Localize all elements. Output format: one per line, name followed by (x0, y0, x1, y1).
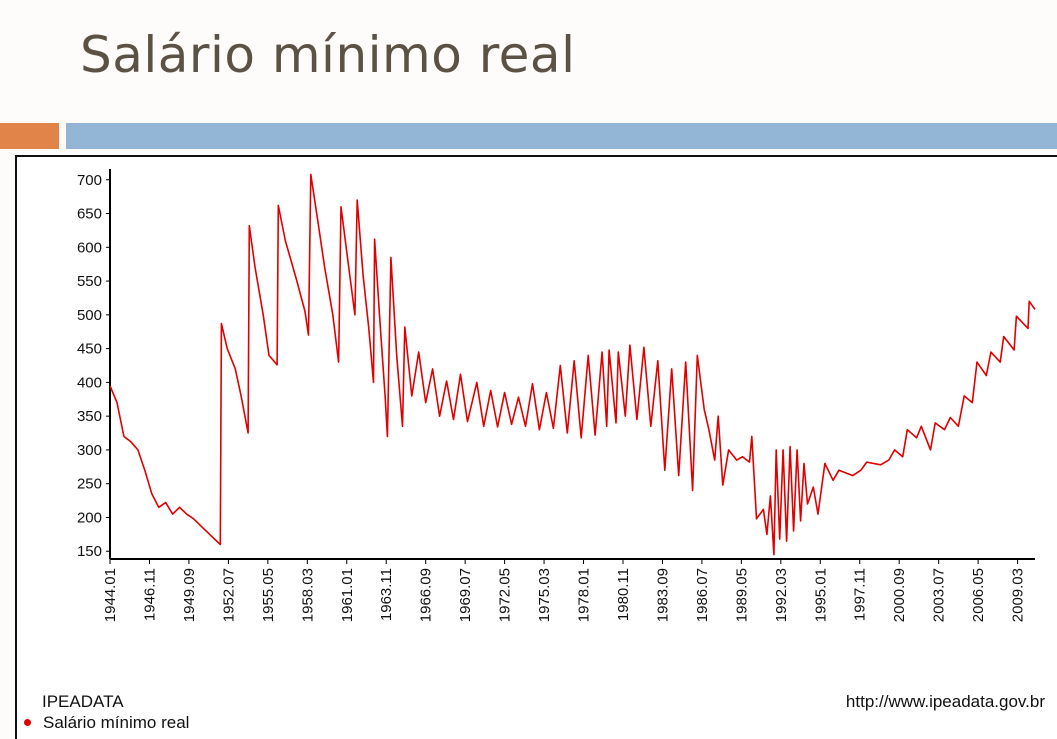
series-line-salario-minimo-real (109, 173, 1036, 556)
y-tick-label: 300 (77, 442, 102, 459)
x-tick-label: 1975.03 (536, 568, 553, 622)
accent-bar-blue (66, 123, 1057, 149)
x-tick-label: 2000.09 (891, 568, 908, 622)
x-tick-label: 1995.01 (812, 568, 829, 622)
x-tick-label: 1978.01 (576, 568, 593, 622)
x-tick-label: 1961.01 (339, 568, 356, 622)
x-tick-label: 2009.03 (1010, 568, 1027, 622)
x-tick-label: 2003.07 (931, 568, 948, 622)
x-tick-label: 1989.05 (733, 568, 750, 622)
y-tick-label: 450 (77, 341, 102, 358)
chart-legend: Salário mínimo real (24, 713, 189, 733)
y-tick-label: 700 (77, 172, 102, 189)
x-tick-label: 1992.03 (773, 568, 790, 622)
y-tick-label: 200 (77, 509, 102, 526)
x-tick-label: 1972.05 (497, 568, 514, 622)
chart-frame (15, 155, 1057, 739)
x-tick-label: 1969.07 (457, 568, 474, 622)
y-tick-label: 250 (77, 476, 102, 493)
x-tick-label: 1963.11 (378, 568, 395, 621)
x-tick-label: 1958.03 (299, 568, 316, 622)
y-tick-label: 150 (77, 543, 102, 560)
slide-title: Salário mínimo real (80, 26, 576, 84)
y-tick-label: 650 (77, 206, 102, 223)
x-tick-label: 1946.11 (141, 568, 158, 621)
y-tick-label: 600 (77, 239, 102, 256)
line-chart: 150 200 250 300 350 400 450 500 550 600 650 700 1944… (77, 169, 1036, 622)
x-tick-label: 1955.05 (260, 568, 277, 622)
y-tick-label: 400 (77, 374, 102, 391)
y-tick-label: 550 (77, 273, 102, 290)
x-tick-label: 1980.11 (615, 568, 632, 621)
chart-source-label: IPEADATA (42, 692, 124, 711)
y-tick-label: 500 (77, 307, 102, 324)
accent-bar-orange (0, 123, 59, 149)
x-tick-label: 1952.07 (220, 568, 237, 622)
x-tick-label: 1949.09 (181, 568, 198, 622)
x-tick-label: 1983.09 (654, 568, 671, 622)
source-url: http://www.ipeadata.gov.br (845, 692, 1045, 711)
x-tick-label: 1986.07 (694, 568, 711, 622)
x-tick-label: 2006.05 (970, 568, 987, 622)
x-tick-label: 1944.01 (102, 568, 119, 622)
x-tick-label: 1997.11 (852, 568, 869, 621)
x-tick-label: 1966.09 (418, 568, 435, 622)
legend-label: Salário mínimo real (43, 713, 190, 732)
legend-marker (24, 719, 31, 726)
y-tick-label: 350 (77, 408, 102, 425)
